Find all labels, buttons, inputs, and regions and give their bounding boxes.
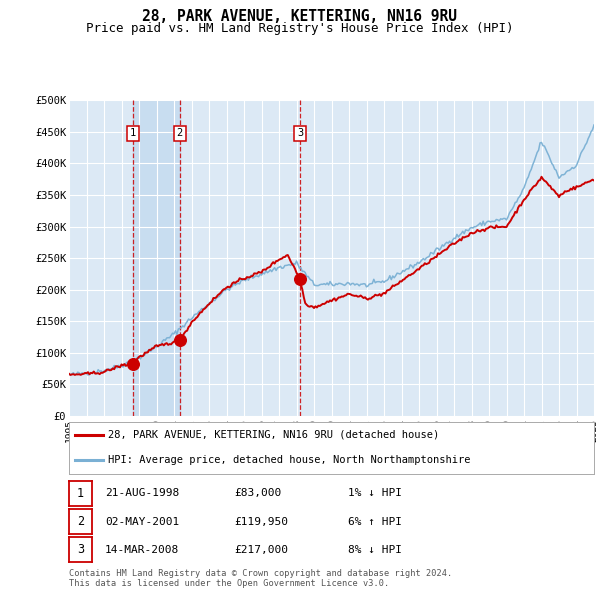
- Text: 14-MAR-2008: 14-MAR-2008: [105, 545, 179, 555]
- Text: 28, PARK AVENUE, KETTERING, NN16 9RU: 28, PARK AVENUE, KETTERING, NN16 9RU: [143, 9, 458, 24]
- Text: Contains HM Land Registry data © Crown copyright and database right 2024.
This d: Contains HM Land Registry data © Crown c…: [69, 569, 452, 588]
- Text: 21-AUG-1998: 21-AUG-1998: [105, 489, 179, 498]
- Point: [128, 359, 137, 368]
- Point: [175, 336, 185, 345]
- Text: 6% ↑ HPI: 6% ↑ HPI: [348, 517, 402, 526]
- Bar: [133, 100, 180, 416]
- Text: £119,950: £119,950: [234, 517, 288, 526]
- Text: 2: 2: [77, 515, 84, 528]
- Text: 8% ↓ HPI: 8% ↓ HPI: [348, 545, 402, 555]
- Text: 1: 1: [77, 487, 84, 500]
- Point: [295, 274, 305, 284]
- Text: 02-MAY-2001: 02-MAY-2001: [105, 517, 179, 526]
- Text: 3: 3: [297, 129, 303, 139]
- Text: HPI: Average price, detached house, North Northamptonshire: HPI: Average price, detached house, Nort…: [109, 455, 471, 465]
- Text: 28, PARK AVENUE, KETTERING, NN16 9RU (detached house): 28, PARK AVENUE, KETTERING, NN16 9RU (de…: [109, 430, 440, 440]
- Text: 3: 3: [77, 543, 84, 556]
- Text: £83,000: £83,000: [234, 489, 281, 498]
- Text: £217,000: £217,000: [234, 545, 288, 555]
- Text: 1: 1: [130, 129, 136, 139]
- Text: 2: 2: [176, 129, 183, 139]
- Text: 1% ↓ HPI: 1% ↓ HPI: [348, 489, 402, 498]
- Text: Price paid vs. HM Land Registry's House Price Index (HPI): Price paid vs. HM Land Registry's House …: [86, 22, 514, 35]
